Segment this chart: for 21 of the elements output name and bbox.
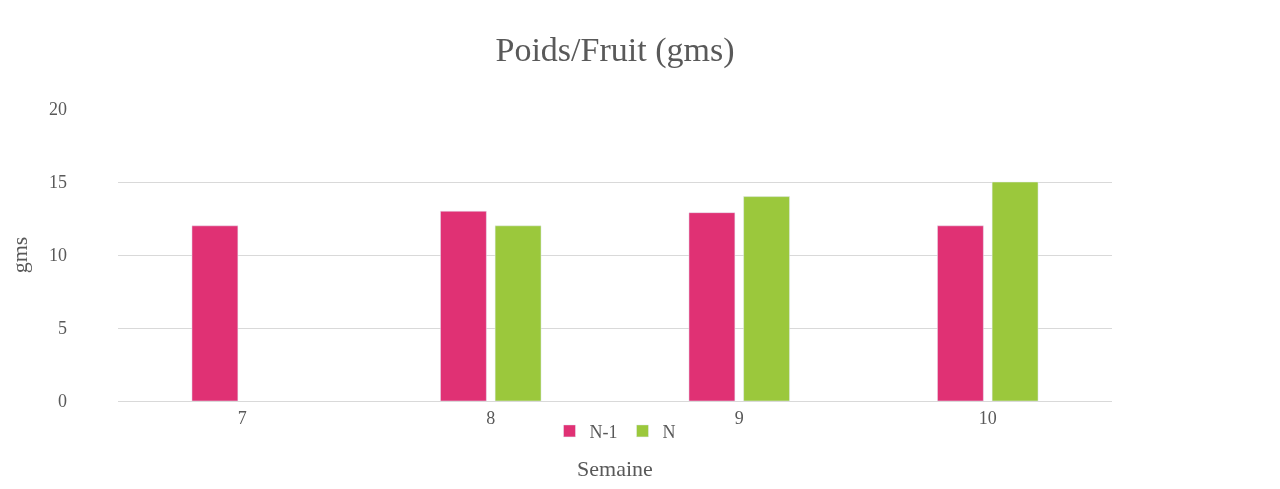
y-tick-label: 0 <box>58 391 67 412</box>
bar <box>991 181 1039 401</box>
x-tick-label: 8 <box>486 407 496 428</box>
bar <box>937 225 984 401</box>
x-tick-label: 9 <box>734 407 744 428</box>
chart-title: Poids/Fruit (gms) <box>495 30 735 69</box>
x-tick-label: 10 <box>978 407 997 428</box>
x-axis-title: Semaine <box>577 456 653 482</box>
bar <box>688 212 736 401</box>
bar <box>440 210 487 401</box>
y-tick-label: 20 <box>49 99 67 120</box>
bar <box>494 225 542 401</box>
y-tick-label: 10 <box>49 245 67 266</box>
y-tick-label: 5 <box>58 318 67 339</box>
bar <box>191 225 239 401</box>
y-axis-title: gms <box>6 236 32 274</box>
bar <box>743 196 790 401</box>
y-tick-label: 15 <box>49 172 67 193</box>
x-tick-label: 7 <box>237 407 247 428</box>
legend-label: N <box>662 421 676 442</box>
legend-label: N-1 <box>589 421 618 442</box>
